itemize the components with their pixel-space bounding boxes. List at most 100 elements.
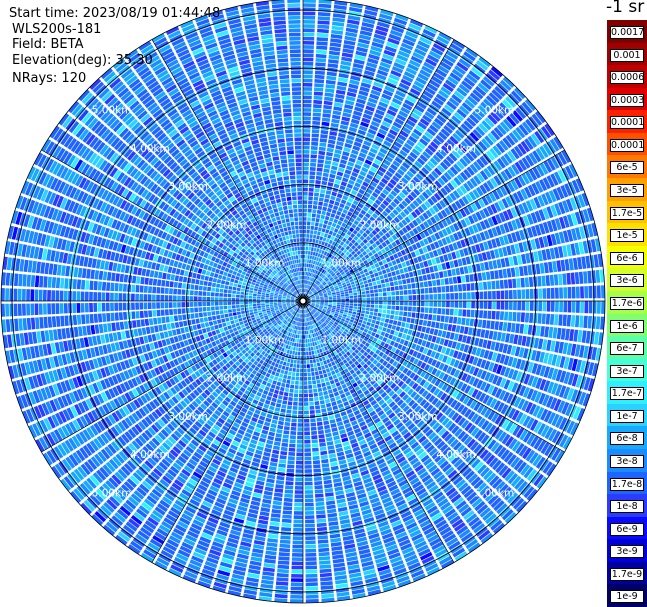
ppi-cell [303, 7, 316, 12]
ppi-cell [313, 346, 316, 351]
ppi-cell [395, 13, 409, 22]
ppi-cell [313, 200, 318, 205]
ppi-cell [558, 341, 564, 354]
ppi-cell [295, 372, 300, 377]
ppi-cell [343, 348, 348, 353]
ppi-cell [276, 359, 281, 364]
ppi-cell [332, 21, 345, 27]
ppi-cell [447, 469, 458, 479]
ppi-cell [356, 264, 361, 269]
ppi-cell [531, 225, 538, 237]
ppi-cell [426, 481, 437, 490]
ppi-cell [319, 284, 323, 288]
ppi-cell [393, 567, 407, 576]
ppi-cell [311, 372, 315, 376]
ppi-cell [304, 427, 310, 431]
ppi-cell [317, 425, 324, 431]
ppi-cell [435, 548, 448, 558]
ppi-cell [321, 597, 335, 603]
ppi-cell [318, 3, 332, 9]
ppi-cell [305, 309, 308, 313]
ppi-cell [378, 305, 383, 309]
ppi-cell [424, 86, 436, 96]
ppi-cell [422, 114, 432, 123]
ppi-cell [527, 361, 534, 373]
ppi-cell [373, 417, 381, 424]
ppi-cell [453, 308, 458, 316]
ppi-cell [286, 362, 290, 367]
ppi-cell [374, 477, 384, 485]
ppi-cell [332, 261, 337, 266]
ppi-cell [327, 445, 335, 450]
ppi-cell [345, 356, 351, 362]
ppi-cell [353, 481, 363, 487]
ppi-cell [421, 340, 427, 347]
ppi-cell [420, 370, 427, 378]
ppi-cell [316, 257, 320, 262]
ppi-cell [346, 560, 359, 566]
ppi-cell [484, 117, 495, 128]
ppi-cell [483, 383, 491, 393]
ppi-cell [457, 258, 463, 267]
ppi-cell [486, 340, 492, 350]
ppi-cell [366, 101, 377, 108]
ppi-cell [340, 246, 345, 252]
ppi-cell [473, 523, 486, 534]
ppi-cell [316, 235, 320, 240]
ppi-cell [314, 192, 319, 197]
ppi-cell [262, 390, 269, 395]
ppi-cell [468, 516, 480, 527]
ppi-cell [571, 373, 579, 387]
ppi-cell [305, 511, 315, 515]
ppi-cell [368, 53, 380, 61]
ppi-cell [271, 453, 279, 459]
ppi-cell [323, 479, 332, 485]
ppi-cell [389, 516, 401, 524]
ppi-cell [487, 439, 497, 450]
ppi-cell [340, 280, 345, 284]
ppi-cell [479, 291, 484, 300]
ppi-cell [278, 556, 290, 561]
ppi-cell [386, 423, 395, 431]
ppi-cell [305, 586, 319, 591]
ppi-cell [278, 459, 287, 464]
ppi-cell [338, 376, 343, 382]
ppi-cell [319, 142, 327, 147]
ppi-cell [320, 361, 324, 366]
ppi-cell [313, 476, 322, 481]
ppi-cell [446, 366, 453, 374]
ppi-cell [321, 318, 325, 322]
ppi-cell [327, 323, 332, 328]
ppi-cell [311, 304, 315, 306]
ppi-cell [403, 71, 416, 79]
ppi-cell [360, 284, 365, 289]
ppi-cell [331, 29, 344, 35]
ppi-cell [320, 297, 324, 299]
ppi-cell [377, 250, 383, 256]
ppi-cell [469, 399, 478, 410]
ppi-cell [412, 289, 416, 295]
ppi-cell [595, 316, 601, 330]
ppi-cell [303, 108, 312, 112]
ppi-cell [454, 551, 468, 562]
ppi-cell [528, 403, 537, 415]
ppi-cell [477, 104, 489, 115]
ppi-cell [310, 363, 314, 368]
ppi-cell [525, 289, 530, 299]
ppi-cell [411, 533, 423, 542]
ppi-cell [387, 296, 392, 301]
ppi-cell [296, 364, 300, 368]
ppi-cell [349, 319, 354, 323]
ppi-cell [487, 240, 493, 250]
ppi-cell [512, 255, 519, 266]
ppi-cell [427, 374, 434, 382]
ppi-cell [364, 177, 372, 184]
ppi-cell [416, 396, 424, 404]
ppi-cell [348, 310, 353, 314]
ppi-cell [515, 107, 527, 119]
ppi-cell [406, 369, 413, 377]
ppi-cell [543, 380, 551, 392]
ppi-cell [433, 192, 442, 201]
ppi-cell [364, 283, 369, 288]
ppi-cell [519, 323, 525, 334]
